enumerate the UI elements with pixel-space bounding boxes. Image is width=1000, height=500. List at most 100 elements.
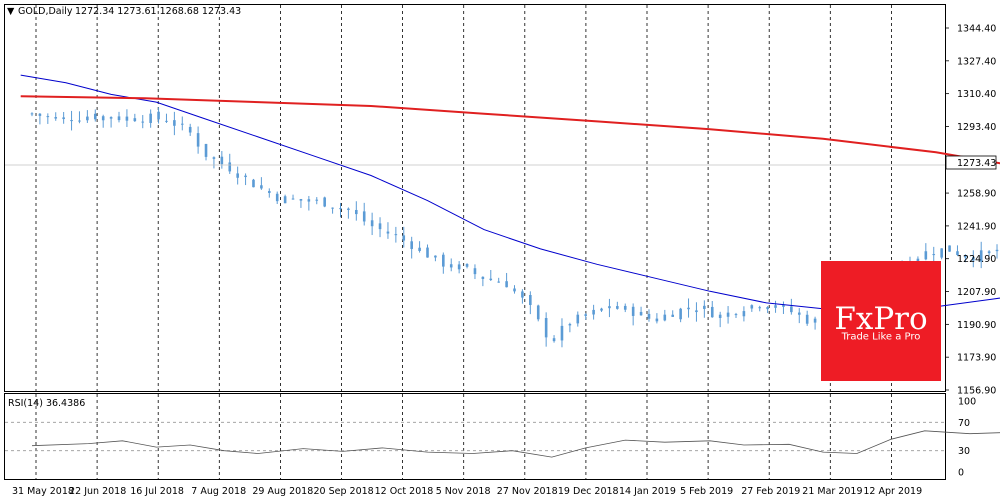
price-tag-box xyxy=(945,155,997,170)
candle-body xyxy=(576,314,580,324)
candle-body xyxy=(774,305,777,308)
candle-body xyxy=(418,247,421,251)
rsi-tick-label: 70 xyxy=(958,418,970,429)
candle-body xyxy=(125,116,129,121)
candle-body xyxy=(964,255,967,258)
candle-body xyxy=(38,113,42,116)
candle-body xyxy=(355,209,358,215)
candle-body xyxy=(228,162,232,172)
candle-body xyxy=(101,116,105,121)
candle-body xyxy=(323,197,326,207)
y-tick-label: 1224.90 xyxy=(957,254,996,265)
candle-body xyxy=(149,113,152,123)
y-tick-label: 1327.40 xyxy=(957,56,996,67)
candle-body xyxy=(521,291,524,298)
x-tick-label: 12 Apr 2019 xyxy=(863,486,922,497)
x-tick-label: 12 Oct 2018 xyxy=(375,486,434,497)
candle-body xyxy=(196,133,200,147)
candle-body xyxy=(117,116,121,121)
brand-tagline: Trade Like a Pro xyxy=(841,332,921,343)
candle-body xyxy=(434,255,437,258)
candle-body xyxy=(244,175,247,178)
candle-body xyxy=(449,264,453,268)
candle-body xyxy=(220,156,224,165)
candle-body xyxy=(212,157,216,159)
candle-body xyxy=(726,312,730,317)
candle-body xyxy=(283,196,287,204)
candle-body xyxy=(536,305,540,320)
candle-body xyxy=(54,117,58,119)
candle-body xyxy=(180,123,184,125)
candle-body xyxy=(916,258,920,263)
candle-body xyxy=(78,120,81,122)
x-tick-label: 21 Mar 2019 xyxy=(802,486,862,497)
candle-body xyxy=(268,191,271,193)
candle-body xyxy=(750,305,754,309)
x-tick-label: 29 Aug 2018 xyxy=(252,486,313,497)
rsi-line xyxy=(31,430,1000,458)
y-tick-label: 1310.40 xyxy=(957,89,996,100)
ma-fast-line xyxy=(20,74,1000,312)
candle-body xyxy=(513,288,516,292)
candle-body xyxy=(600,308,603,311)
y-tick-label: 1156.90 xyxy=(957,386,996,397)
candle-body xyxy=(979,250,983,262)
y-tick-label: 1190.90 xyxy=(957,320,996,331)
candle-body xyxy=(481,276,485,279)
price-panel-frame xyxy=(4,4,946,392)
candle-body xyxy=(307,199,311,202)
candle-body xyxy=(442,254,445,267)
candle-body xyxy=(679,308,682,320)
candle-body xyxy=(339,208,342,210)
candle-body xyxy=(703,305,706,309)
y-tick-label: 1207.90 xyxy=(957,287,996,298)
candle-body xyxy=(616,306,619,309)
candle-body xyxy=(378,223,382,230)
x-tick-label: 20 Sep 2018 xyxy=(314,486,374,497)
candle-body xyxy=(133,118,137,122)
candle-body xyxy=(790,306,793,313)
ma-slow-line xyxy=(20,95,1000,165)
rsi-tick-label: 0 xyxy=(958,468,964,479)
x-tick-label: 27 Feb 2019 xyxy=(741,486,800,497)
y-tick-label: 1293.40 xyxy=(957,122,996,133)
candle-body xyxy=(718,314,722,318)
candle-body xyxy=(948,245,951,252)
candle-body xyxy=(529,294,532,305)
symbol-arrow-icon[interactable]: ▼ xyxy=(7,6,15,17)
candle-body xyxy=(93,113,97,120)
candle-body xyxy=(987,251,991,254)
candle-body xyxy=(687,307,690,310)
candle-body xyxy=(592,309,595,315)
candle-body xyxy=(141,121,145,123)
candle-body xyxy=(386,231,390,234)
x-tick-label: 5 Nov 2018 xyxy=(436,486,491,497)
candle-body xyxy=(560,325,564,341)
candle-body xyxy=(109,117,113,119)
candle-body xyxy=(655,318,659,322)
candle-body xyxy=(465,264,469,267)
symbol-label: GOLD,Daily xyxy=(18,6,73,17)
x-tick-label: 5 Feb 2019 xyxy=(680,486,733,497)
y-tick-label: 1241.90 xyxy=(957,221,996,232)
brand-name: FxPro xyxy=(834,301,927,337)
candle-body xyxy=(204,143,208,157)
x-tick-label: 27 Nov 2018 xyxy=(497,486,558,497)
candle-body xyxy=(608,306,611,309)
candle-body xyxy=(489,278,493,280)
candle-body xyxy=(46,116,50,118)
candle-body xyxy=(86,116,89,121)
candle-body xyxy=(742,311,746,317)
candle-body xyxy=(623,305,627,310)
candle-body xyxy=(157,111,160,120)
candle-body xyxy=(584,314,587,316)
y-tick-label: 1344.40 xyxy=(957,24,996,35)
candle-body xyxy=(940,248,943,258)
rsi-tick-label: 30 xyxy=(958,446,970,457)
candle-body xyxy=(805,314,809,324)
candle-body xyxy=(663,314,667,321)
candle-body xyxy=(347,208,350,210)
x-tick-label: 7 Aug 2018 xyxy=(191,486,246,497)
candle-body xyxy=(695,310,698,313)
